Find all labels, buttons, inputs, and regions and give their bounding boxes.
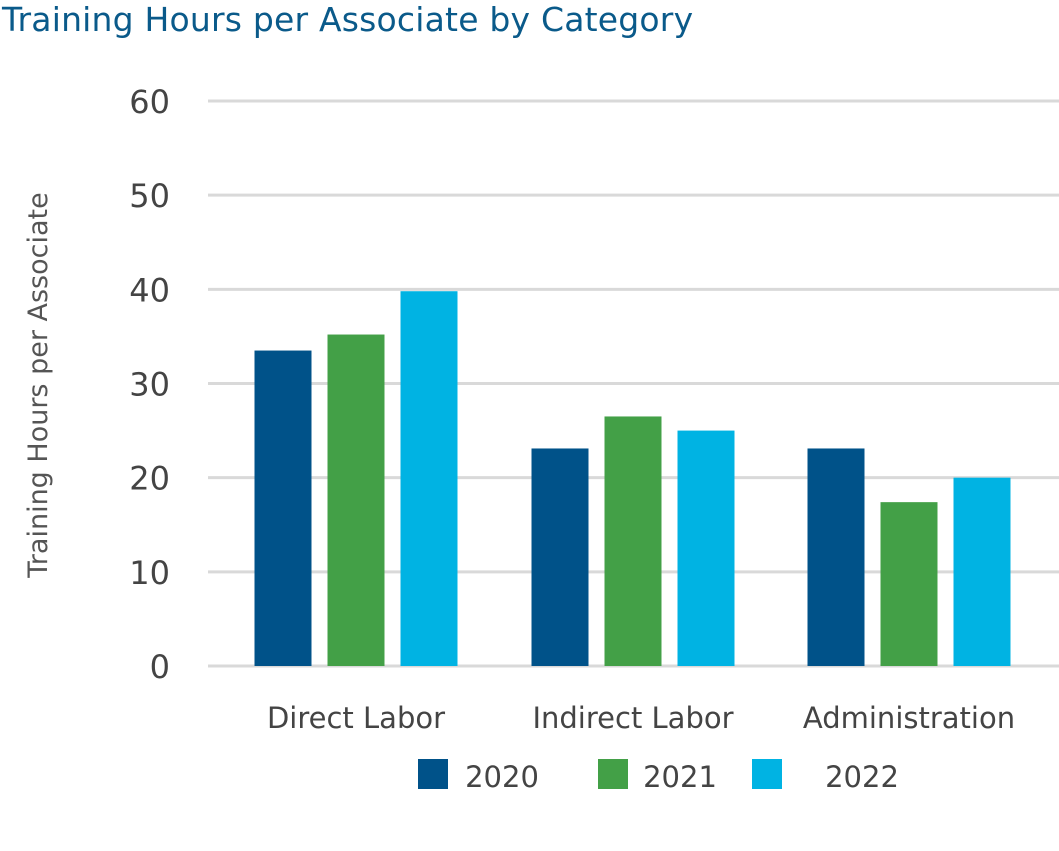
legend-swatch-2020 xyxy=(418,759,448,789)
legend-swatch-2022 xyxy=(752,759,782,789)
y-tick-label: 0 xyxy=(150,648,170,686)
legend-swatch-2021 xyxy=(598,759,628,789)
bar-2020-administration xyxy=(807,448,865,666)
bar-2020-direct-labor xyxy=(254,350,312,666)
bar-2021-direct-labor xyxy=(327,334,385,666)
bar-2022-indirect-labor xyxy=(677,430,735,666)
bar-2021-indirect-labor xyxy=(604,416,662,666)
legend-label-2021: 2021 xyxy=(643,760,717,794)
chart-title: Training Hours per Associate by Category xyxy=(2,0,694,39)
y-tick-label: 60 xyxy=(129,83,170,121)
y-axis-label: Training Hours per Associate xyxy=(23,192,54,578)
y-tick-label: 10 xyxy=(129,554,170,592)
y-tick-label: 30 xyxy=(129,366,170,404)
legend-label-2022: 2022 xyxy=(825,760,899,794)
y-tick-label: 20 xyxy=(129,460,170,498)
bar-2020-indirect-labor xyxy=(531,448,589,666)
x-tick-label: Direct Labor xyxy=(267,701,445,735)
y-tick-label: 40 xyxy=(129,271,170,309)
bar-2022-administration xyxy=(953,477,1011,666)
legend-label-2020: 2020 xyxy=(465,760,539,794)
y-tick-label: 50 xyxy=(129,177,170,215)
x-tick-label: Indirect Labor xyxy=(532,701,733,735)
x-tick-label: Administration xyxy=(803,701,1015,735)
bar-2021-administration xyxy=(880,502,938,666)
bar-2022-direct-labor xyxy=(400,291,458,666)
